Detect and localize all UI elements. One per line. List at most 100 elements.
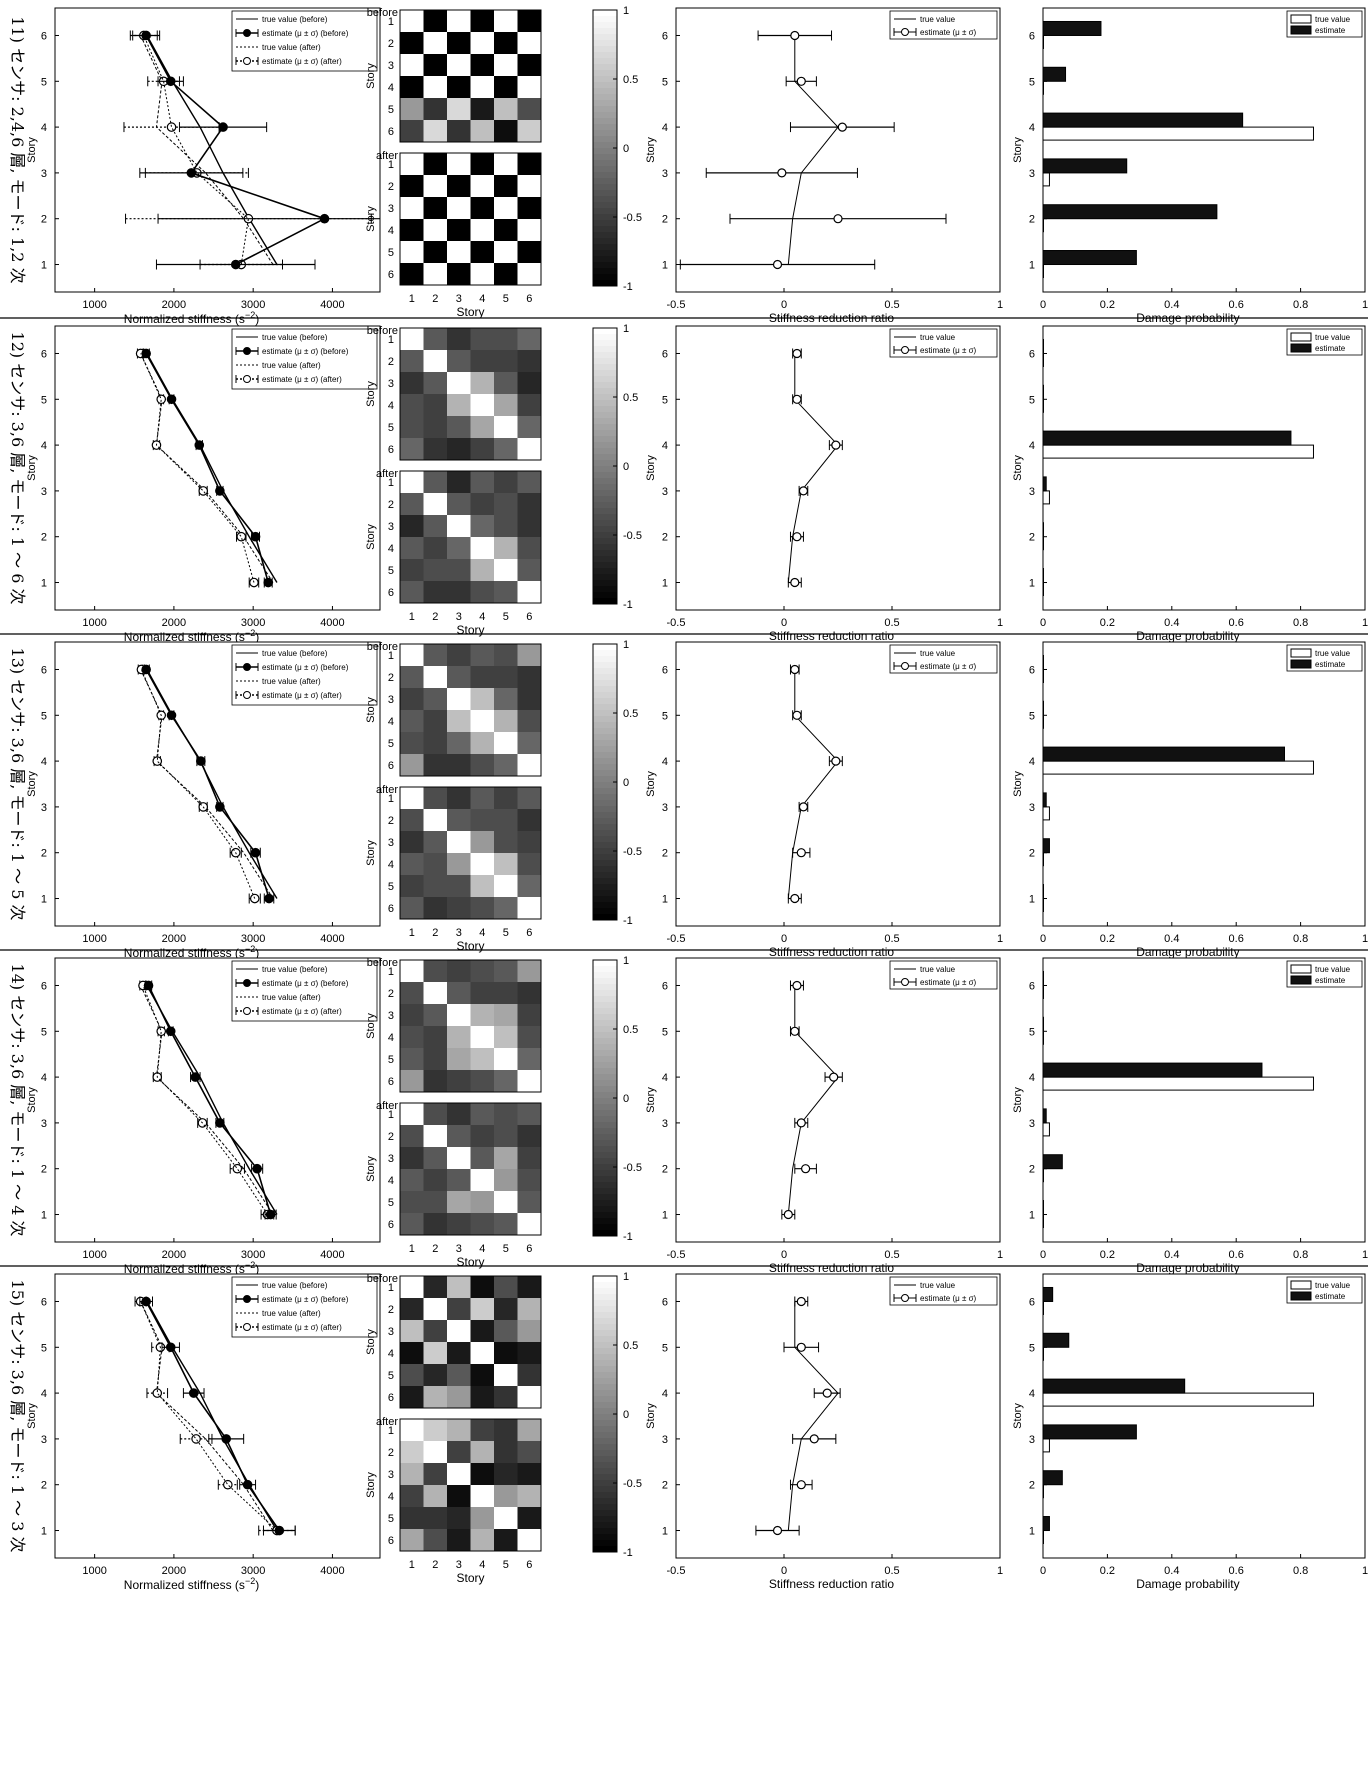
matrix-cell <box>470 1169 495 1192</box>
matrix-cell <box>494 1529 518 1552</box>
matrix-title: before <box>367 325 398 337</box>
y-tick-label: 3 <box>41 1118 47 1130</box>
matrix-cell <box>470 1386 495 1409</box>
matrix-cell <box>470 1298 495 1321</box>
colorbar-step <box>593 508 617 515</box>
matrix-cell <box>494 1213 518 1236</box>
estimate-damage-bar <box>1042 384 1044 400</box>
x-axis-label: Normalized stiffness (s−2) <box>124 1576 259 1592</box>
colorbar-step <box>593 788 617 795</box>
matrix-cell <box>400 1004 424 1027</box>
colorbar-step <box>593 118 617 125</box>
colorbar-step <box>593 1002 617 1009</box>
matrix-row-tick: 3 <box>388 1469 394 1481</box>
plot-frame <box>675 325 1001 611</box>
colorbar-step <box>593 40 617 47</box>
matrix-cell <box>517 98 542 121</box>
y-tick-label: 5 <box>41 1026 47 1038</box>
colorbar-step <box>593 232 617 239</box>
reduction-panel: -0.5 0 0.5 1 1 2 3 4 5 6 Story Stiffness reduction … <box>645 7 1003 325</box>
y-tick-label: 6 <box>41 30 47 42</box>
x-tick-label: 3000 <box>241 933 265 945</box>
colorbar-step <box>593 16 617 23</box>
legend-entry: true value <box>1315 649 1351 658</box>
matrix-cell <box>400 1507 424 1530</box>
matrix-cell <box>470 1507 495 1530</box>
matrix-cell <box>447 394 471 417</box>
estimate-damage-bar <box>1042 1016 1044 1032</box>
matrix-cell <box>400 153 424 176</box>
matrix-cell <box>470 982 495 1005</box>
colorbar-step <box>593 1140 617 1147</box>
colorbar-step <box>593 818 617 825</box>
matrix-cell <box>423 328 448 351</box>
matrix-cell <box>423 710 448 733</box>
matrix-cell <box>517 559 542 582</box>
matrix-cell <box>470 372 495 395</box>
matrix-cell <box>517 787 542 810</box>
matrix-cell <box>494 175 518 198</box>
matrix-cell <box>400 1364 424 1387</box>
estimate-damage-bar <box>1042 1200 1044 1216</box>
legend-entry: true value <box>920 1281 956 1290</box>
x-tick-label: 0 <box>781 1249 787 1261</box>
colorbar-step <box>593 1176 617 1183</box>
matrix-title: before <box>367 957 398 969</box>
matrix-cell <box>517 471 542 494</box>
colorbar-step <box>593 1396 617 1403</box>
x-tick-label: 0 <box>1040 617 1046 629</box>
estimate-point <box>141 348 151 359</box>
colorbar-step <box>593 256 617 263</box>
colorbar-tick-label: -0.5 <box>623 1162 642 1174</box>
colorbar-step <box>593 346 617 353</box>
matrix-cell <box>447 120 471 143</box>
matrix-cell <box>470 76 495 99</box>
colorbar-step <box>593 830 617 837</box>
matrix-col-tick: 5 <box>503 611 509 623</box>
plot-frame <box>1042 7 1366 293</box>
legend-marker <box>243 979 251 987</box>
matrix-cell <box>447 1364 471 1387</box>
x-tick-label: 1 <box>1362 1565 1368 1577</box>
colorbar-step <box>593 136 617 143</box>
matrix-cell <box>400 982 424 1005</box>
matrix-cell <box>423 831 448 854</box>
matrix-col-tick: 4 <box>479 927 485 939</box>
matrix-cell <box>517 219 542 242</box>
colorbar-step <box>593 484 617 491</box>
matrix-cell <box>400 666 424 689</box>
matrix-cell <box>494 831 518 854</box>
colorbar-step <box>593 1516 617 1523</box>
matrix-title: after <box>376 150 398 162</box>
x-tick-label: 0.4 <box>1164 299 1179 311</box>
y-tick-label: 4 <box>41 756 47 768</box>
colorbar-step <box>593 1122 617 1129</box>
y-tick-label: 1 <box>41 1210 47 1222</box>
matrix-cell <box>517 1048 542 1071</box>
colorbar-step <box>593 1104 617 1111</box>
colorbar-tick-label: -0.5 <box>623 846 642 858</box>
colorbar-step <box>593 490 617 497</box>
colorbar-step <box>593 112 617 119</box>
matrix-cell <box>447 1213 471 1236</box>
true-damage-bar <box>1042 714 1044 729</box>
colorbar-step <box>593 996 617 1003</box>
matrix-cell <box>423 1004 448 1027</box>
y-tick-label: 2 <box>662 1480 668 1492</box>
matrix-cell <box>517 1463 542 1486</box>
colorbar-step <box>593 1182 617 1189</box>
y-tick-label: 4 <box>662 1072 668 1084</box>
matrix-cell <box>494 438 518 461</box>
colorbar-step <box>593 244 617 251</box>
estimate-damage-bar <box>1042 884 1044 900</box>
colorbar-step <box>593 190 617 197</box>
legend-entry: true value <box>1315 965 1351 974</box>
y-tick-label: 5 <box>41 710 47 722</box>
matrix-cell <box>517 1529 542 1552</box>
matrix-row-tick: 6 <box>388 1219 394 1231</box>
x-axis-label: Damage probability <box>1136 945 1239 959</box>
x-axis-label: Damage probability <box>1136 311 1239 325</box>
x-tick-label: 0 <box>1040 299 1046 311</box>
matrix-cell <box>423 853 448 876</box>
matrix-cell <box>447 644 471 667</box>
